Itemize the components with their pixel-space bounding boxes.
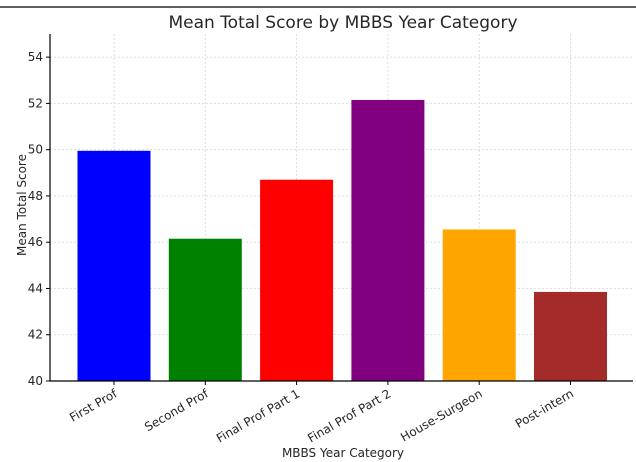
bar xyxy=(351,99,425,382)
bars-layer xyxy=(77,99,607,382)
x-axis-label: MBBS Year Category xyxy=(282,446,404,460)
bar xyxy=(442,229,516,381)
y-tick-label: 54 xyxy=(28,50,43,64)
y-tick-label: 42 xyxy=(28,328,43,342)
y-tick-label: 50 xyxy=(28,143,43,157)
y-tick-label: 52 xyxy=(28,96,43,110)
bar xyxy=(168,238,242,381)
axes-layer xyxy=(49,34,633,382)
y-tick-label: 40 xyxy=(28,374,43,388)
y-tick-label: 46 xyxy=(28,235,43,249)
bar xyxy=(77,150,151,381)
chart-title: Mean Total Score by MBBS Year Category xyxy=(168,13,517,33)
y-ticks-layer: 40 42 44 46 48 50 52 54 xyxy=(28,50,50,388)
bar xyxy=(260,179,334,381)
bar xyxy=(534,291,607,381)
y-tick-label: 44 xyxy=(28,281,43,295)
y-axis-label: Mean Total Score xyxy=(15,154,29,256)
y-tick-label: 48 xyxy=(28,189,43,203)
